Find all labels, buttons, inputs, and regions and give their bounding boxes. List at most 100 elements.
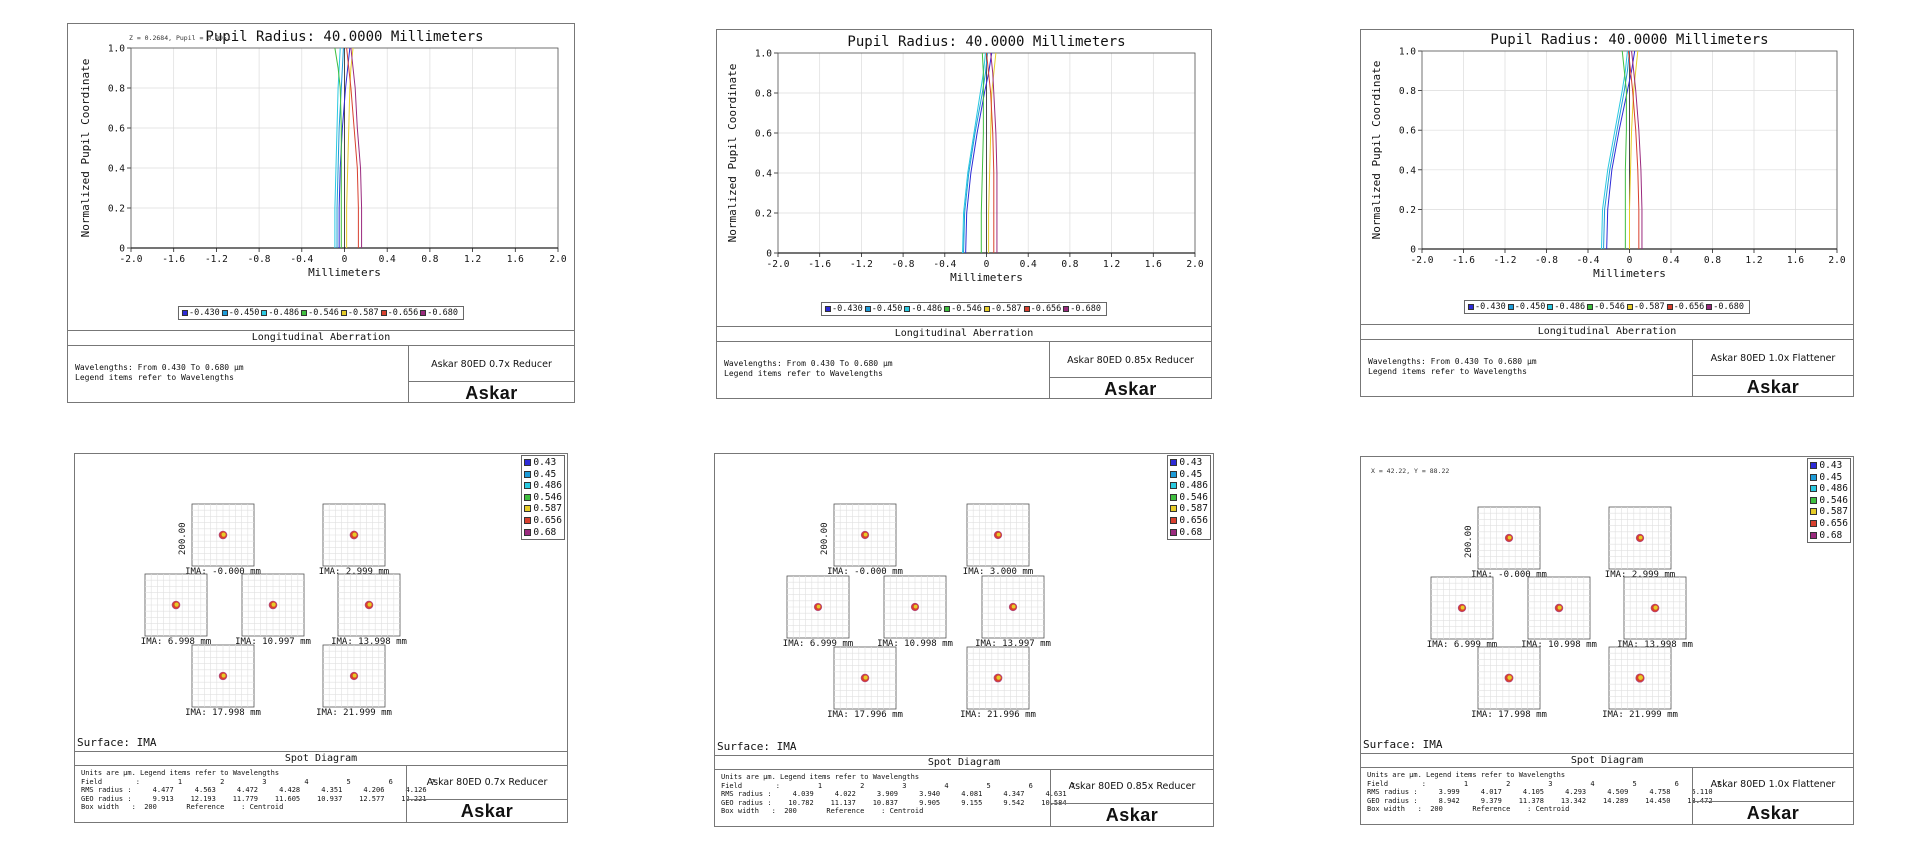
field-label: IMA: 13.998 mm	[331, 637, 407, 647]
legend-item: 0.656	[524, 515, 562, 527]
legend-item: -0.486	[904, 304, 942, 314]
y-axis-label: Normalized Pupil Coordinate	[79, 59, 92, 238]
logo-divider	[1050, 377, 1211, 378]
legend-item: 0.486	[1810, 483, 1848, 495]
logo-divider	[1693, 375, 1853, 376]
legend-swatch	[1810, 508, 1818, 516]
field-box	[966, 503, 1030, 567]
logo-divider	[407, 799, 567, 800]
aberration-plot: -2.0 -1.6 -1.2 -0.8 -0.4 0 0.4 0.8 1.2 1.6 2.0 0 0.2…	[1370, 32, 1846, 280]
spot-yellow	[996, 532, 1001, 537]
legend-swatch	[181, 309, 188, 316]
legend-item: -0.430	[181, 308, 220, 318]
legend-dash: -	[911, 304, 917, 314]
legend-swatch	[1063, 305, 1070, 312]
legend-swatch	[221, 309, 228, 316]
surface-label: Surface: IMA	[77, 736, 157, 749]
footer-title-divider	[68, 345, 574, 346]
legend-swatch	[944, 305, 951, 312]
cursor-readout: X = 42.22, Y = 88.22	[1371, 467, 1450, 475]
askar-logo: Askar	[1105, 805, 1159, 825]
legend-label: 0.450	[876, 304, 903, 314]
series-line-0.450	[1603, 50, 1630, 250]
wavelength-legend: -0.430 -0.450 -0.486 -0.546 -0.587 -0.656 -0.6…	[177, 306, 465, 320]
x-tick-label: 0.4	[1020, 259, 1037, 270]
y-tick-label: 0.8	[755, 89, 772, 100]
legend-dash: -	[951, 304, 957, 314]
legend-label: 0.587	[1179, 503, 1208, 515]
spot-yellow	[1638, 675, 1643, 680]
field-label: IMA: 21.999 mm	[1602, 710, 1678, 720]
legend-label: 0.656	[533, 514, 562, 526]
legend-label: 0.546	[1819, 494, 1848, 506]
legend-label: 0.680	[1075, 304, 1102, 314]
legend-item: -0.546	[944, 304, 982, 314]
field-box	[883, 575, 947, 639]
spot-diagram-panel: IMA: -0.000 mm 200.00 IMA: 3.000 mm IMA: 6.…	[714, 453, 1214, 827]
lens-name: Askar 80ED 0.85x Reducer	[1068, 781, 1196, 792]
legend-label: 0.546	[956, 304, 982, 314]
lens-info-box: Askar 80ED 0.85x Reducer Askar	[1050, 769, 1213, 826]
legend-swatch	[1666, 303, 1673, 310]
spot-yellow	[863, 532, 868, 537]
askar-logo: Askar	[1104, 379, 1157, 399]
y-tick-label: 0.2	[108, 204, 125, 215]
legend-swatch	[420, 309, 427, 316]
legend-dash: -	[427, 308, 433, 318]
field-box	[191, 503, 255, 567]
lens-name: Askar 80ED 0.7x Reducer	[431, 359, 552, 370]
field-label: IMA: 21.996 mm	[960, 710, 1036, 720]
field-label: IMA: 13.998 mm	[1617, 640, 1693, 650]
chart-title: Pupil Radius: 40.0000 Millimeters	[847, 34, 1125, 50]
legend-label: 0.45	[1819, 471, 1843, 483]
field-label: IMA: 2.999 mm	[1604, 570, 1676, 580]
footer-title: Spot Diagram	[1570, 755, 1644, 766]
legend-dash: -	[831, 304, 838, 314]
footer: Longitudinal Aberration Wavelengths: From…	[717, 326, 1211, 399]
legend-label: 0.68	[533, 526, 557, 538]
field-label: IMA: -0.000 mm	[1471, 570, 1547, 580]
legend-label: 0.546	[1179, 491, 1208, 503]
field-label: IMA: 13.997 mm	[975, 639, 1051, 649]
legend-label: 0.587	[995, 304, 1022, 314]
legend-swatch	[1587, 303, 1594, 310]
field-box	[966, 646, 1030, 710]
legend-label: 0.486	[273, 308, 300, 318]
logo-divider	[409, 381, 574, 382]
legend-swatch	[1170, 493, 1178, 501]
legend-dash: -	[1514, 302, 1520, 312]
footer-title: Spot Diagram	[284, 753, 358, 764]
x-tick-label: 1.2	[464, 254, 481, 265]
legend-swatch	[524, 516, 532, 524]
wavelength-legend: 0.43 0.45 0.486 0.546 0.587 0.656 0.68	[1807, 458, 1851, 544]
y-tick-label: 0.6	[108, 124, 125, 135]
legend-label: 0.430	[194, 308, 220, 318]
legend-swatch	[1467, 303, 1474, 310]
legend-swatch	[904, 305, 911, 312]
longitudinal-aberration-panel: -2.0 -1.6 -1.2 -0.8 -0.4 0 0.4 0.8 1.2 1.6 2.0 0 0.2…	[67, 23, 575, 403]
aberration-plot: -2.0 -1.6 -1.2 -0.8 -0.4 0 0.4 0.8 1.2 1.6 2.0 0 0.2…	[726, 34, 1204, 284]
y-tick-label: 0.6	[755, 129, 772, 140]
x-tick-label: -2.0	[120, 254, 143, 265]
legend-label: 0.546	[533, 491, 562, 503]
y-tick-label: 1.0	[755, 49, 772, 60]
legend-label: 0.486	[1179, 480, 1208, 492]
field-box	[322, 503, 386, 567]
legend-swatch	[1170, 516, 1178, 524]
footer-title-divider	[717, 341, 1211, 342]
footer-description: Wavelengths: From 0.430 To 0.680 µm Lege…	[724, 359, 893, 378]
series-line-0.546	[334, 47, 342, 248]
y-tick-label: 0.6	[1399, 126, 1416, 137]
legend-label: 0.656	[1035, 304, 1062, 314]
legend-swatch	[1810, 462, 1818, 469]
legend-label: 0.68	[1819, 529, 1843, 541]
legend-swatch	[1810, 496, 1818, 504]
footer-title-divider	[75, 765, 567, 766]
legend-swatch	[524, 528, 532, 536]
field-label: IMA: 6.999 mm	[782, 639, 854, 649]
legend-dash: -	[1594, 302, 1600, 312]
x-axis-label: Millimeters	[308, 266, 381, 279]
series-line-0.546	[1621, 50, 1627, 249]
legend-item: -0.656	[380, 308, 418, 318]
legend-swatch	[983, 305, 990, 312]
